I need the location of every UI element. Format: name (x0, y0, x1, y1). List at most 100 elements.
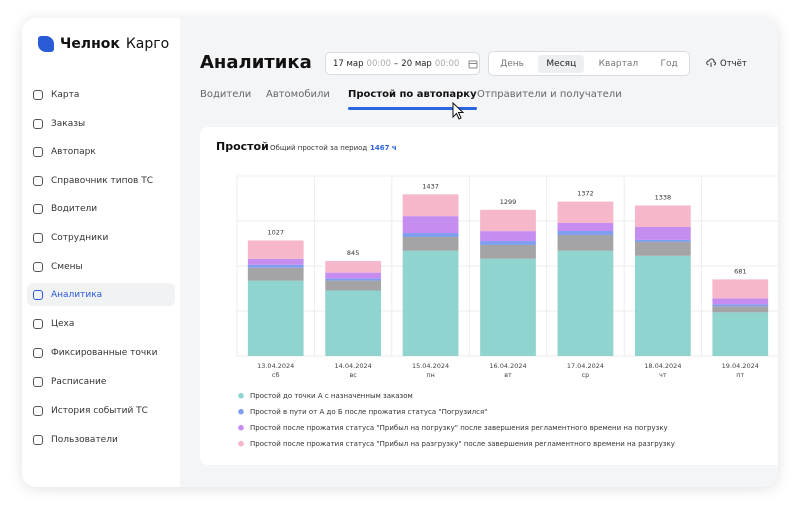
bar-segment (557, 250, 614, 356)
bar-segment (634, 241, 691, 256)
cloud-icon (706, 58, 716, 67)
chart-total: 1467 ч (370, 144, 397, 152)
legend-dot (238, 392, 244, 399)
nav-item[interactable]: Карта (27, 83, 175, 106)
tab[interactable]: Отправители и получатели (477, 89, 622, 100)
calendar-icon (468, 60, 478, 68)
bar-total-label: 845 (347, 249, 359, 257)
bar-segment (325, 290, 382, 356)
bar-segment (247, 258, 304, 265)
nav-label: Пользователи (51, 434, 118, 445)
bar-segment (402, 250, 459, 356)
period-option[interactable]: Квартал (598, 58, 639, 69)
chart: Простой Общий простой за период 1467 ч 1… (216, 140, 778, 448)
logo (38, 36, 54, 52)
x-tick-sublabel: сб (272, 371, 280, 379)
bar-total-label: 1027 (267, 228, 284, 236)
bar-total-label: 681 (734, 267, 746, 275)
bar-segment (557, 201, 614, 224)
nav-icon (33, 203, 43, 214)
period-option[interactable]: Год (660, 58, 678, 69)
legend-label: Простой в пути от А до Б после прожатия … (250, 408, 487, 416)
bar-segment (712, 304, 769, 307)
x-tick-sublabel: вт (504, 371, 512, 379)
nav-label: История событий ТС (51, 405, 148, 416)
nav-item[interactable]: Аналитика (27, 283, 175, 306)
nav-label: Сотрудники (51, 232, 109, 243)
nav-icon (33, 146, 43, 157)
page-title: Аналитика (200, 52, 312, 73)
bar-segment (634, 226, 691, 240)
report-button[interactable]: Отчёт (706, 58, 747, 69)
x-tick-label: 18.04.2024 (644, 362, 681, 370)
nav-item[interactable]: Пользователи (27, 428, 175, 451)
bar-segment (557, 234, 614, 251)
legend-label: Простой до точки А с назначенным заказом (250, 392, 413, 400)
period-option[interactable]: Месяц (538, 54, 585, 73)
bar-segment (325, 272, 382, 279)
bar-segment (480, 209, 536, 232)
tab[interactable]: Простой по автопарку (348, 89, 477, 100)
x-tick-sublabel: чт (659, 371, 667, 379)
bar-segment (247, 267, 304, 281)
nav-item[interactable]: Справочник типов ТС (27, 169, 175, 192)
legend-label: Простой после прожатия статуса "Прибыл н… (250, 424, 668, 432)
sidebar: Челнок Карго Карта Заказы Автопарк Справочни… (22, 18, 180, 487)
bar-segment (402, 233, 459, 237)
cursor (452, 102, 465, 120)
from-time: 00:00 (366, 58, 392, 69)
legend-label: Простой после прожатия статуса "Прибыл н… (250, 440, 675, 448)
nav-icon (33, 232, 43, 243)
tab[interactable]: Водители (200, 89, 252, 100)
x-tick-label: 16.04.2024 (489, 362, 526, 370)
nav-icon (33, 434, 43, 445)
nav-item[interactable]: Цеха (27, 312, 175, 335)
bar-segment (247, 280, 304, 356)
bar-segment (480, 241, 536, 245)
nav-item[interactable]: Сотрудники (27, 226, 175, 249)
nav-label: Заказы (51, 118, 86, 129)
bar-segment (402, 216, 459, 234)
chart-subtitle: Общий простой за период (270, 144, 367, 152)
x-tick-label: 15.04.2024 (412, 362, 449, 370)
nav-icon (33, 175, 43, 186)
report-label: Отчёт (720, 59, 747, 69)
nav-label: Карта (51, 89, 80, 100)
bar-total-label: 1437 (422, 182, 439, 190)
bar-segment (325, 280, 382, 291)
tab[interactable]: Автомобили (266, 89, 330, 100)
bar-segment (480, 231, 536, 242)
nav-label: Справочник типов ТС (51, 175, 153, 186)
nav-label: Расписание (51, 376, 107, 387)
period-option[interactable]: День (500, 58, 524, 69)
nav-item[interactable]: Смены (27, 255, 175, 278)
x-tick-sublabel: ср (582, 371, 590, 379)
to-time: 00:00 (434, 58, 460, 69)
nav-icon (33, 118, 43, 129)
bar-segment (402, 194, 459, 217)
date-range[interactable]: 17 мар 00:00 – 20 мар 00:00 (325, 52, 480, 75)
nav-icon (33, 347, 43, 358)
x-tick-sublabel: пн (426, 371, 435, 379)
nav-label: Фиксированные точки (51, 347, 158, 358)
nav-item[interactable]: Автопарк (27, 140, 175, 163)
nav-item[interactable]: Расписание (27, 370, 175, 393)
nav-item[interactable]: Заказы (27, 112, 175, 135)
nav-label: Автопарк (51, 146, 96, 157)
bar-segment (712, 312, 769, 356)
x-tick-label: 19.04.2024 (722, 362, 759, 370)
x-tick-sublabel: вс (349, 371, 357, 379)
bar-segment (402, 236, 459, 251)
separator: – (394, 58, 399, 69)
bar-segment (557, 231, 614, 235)
to-date: 20 мар (401, 58, 432, 69)
brand[interactable]: Челнок Карго (38, 36, 169, 52)
bar-total-label: 1299 (500, 198, 517, 206)
nav-item[interactable]: Фиксированные точки (27, 341, 175, 364)
nav-label: Водители (51, 203, 98, 214)
nav-item[interactable]: Водители (27, 197, 175, 220)
nav-label: Аналитика (51, 289, 103, 300)
nav-item[interactable]: История событий ТС (27, 399, 175, 422)
chart-title: Простой (216, 140, 269, 153)
bar-segment (634, 239, 691, 242)
